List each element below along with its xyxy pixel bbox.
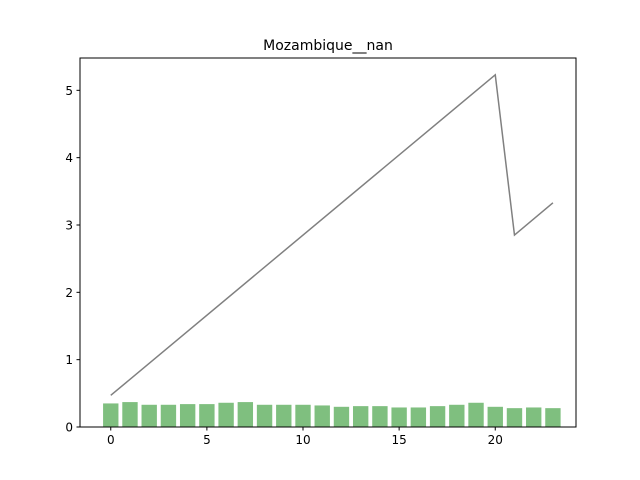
chart-title: Mozambique__nan — [263, 38, 393, 54]
x-tick-label: 0 — [107, 433, 115, 447]
bar — [295, 404, 311, 427]
y-tick-label: 2 — [65, 286, 73, 300]
x-tick-label: 20 — [488, 433, 503, 447]
x-tick-label: 10 — [295, 433, 310, 447]
bar — [218, 402, 234, 427]
plot-frame — [79, 57, 577, 428]
bar — [372, 406, 388, 427]
bar — [429, 406, 446, 427]
y-tick-label: 3 — [65, 218, 73, 232]
line-layer — [110, 73, 554, 396]
y-tick-label: 5 — [65, 84, 73, 98]
y-tick-label: 4 — [65, 151, 73, 165]
x-tick-label: 5 — [203, 433, 211, 447]
bar — [256, 404, 273, 427]
x-tick-label: 15 — [391, 433, 406, 447]
y-axis: 0 1 2 3 4 5 — [65, 84, 80, 435]
bar — [526, 407, 542, 427]
bar — [141, 404, 157, 427]
bar — [487, 406, 503, 427]
bars-layer — [103, 402, 561, 427]
y-tick-label: 1 — [65, 353, 73, 367]
bar — [545, 408, 561, 427]
x-axis: 0 5 10 15 20 — [107, 427, 503, 447]
bar — [179, 404, 196, 427]
bar — [276, 404, 292, 427]
bar — [122, 402, 138, 427]
series-line — [110, 73, 554, 396]
bar — [468, 402, 484, 427]
bar — [410, 407, 427, 427]
bar — [352, 406, 369, 427]
bar — [449, 404, 465, 427]
bar — [237, 402, 254, 427]
bar — [314, 405, 330, 427]
y-tick-label: 0 — [65, 421, 73, 435]
bar — [506, 408, 523, 427]
bar — [333, 406, 350, 427]
bar — [199, 404, 215, 427]
bar — [391, 407, 407, 427]
bar — [103, 403, 119, 427]
bar — [160, 404, 177, 427]
